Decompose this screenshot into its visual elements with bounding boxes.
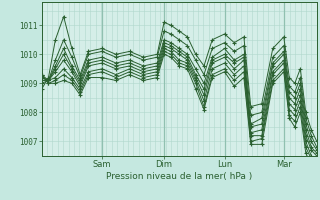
X-axis label: Pression niveau de la mer( hPa ): Pression niveau de la mer( hPa )	[106, 172, 252, 181]
